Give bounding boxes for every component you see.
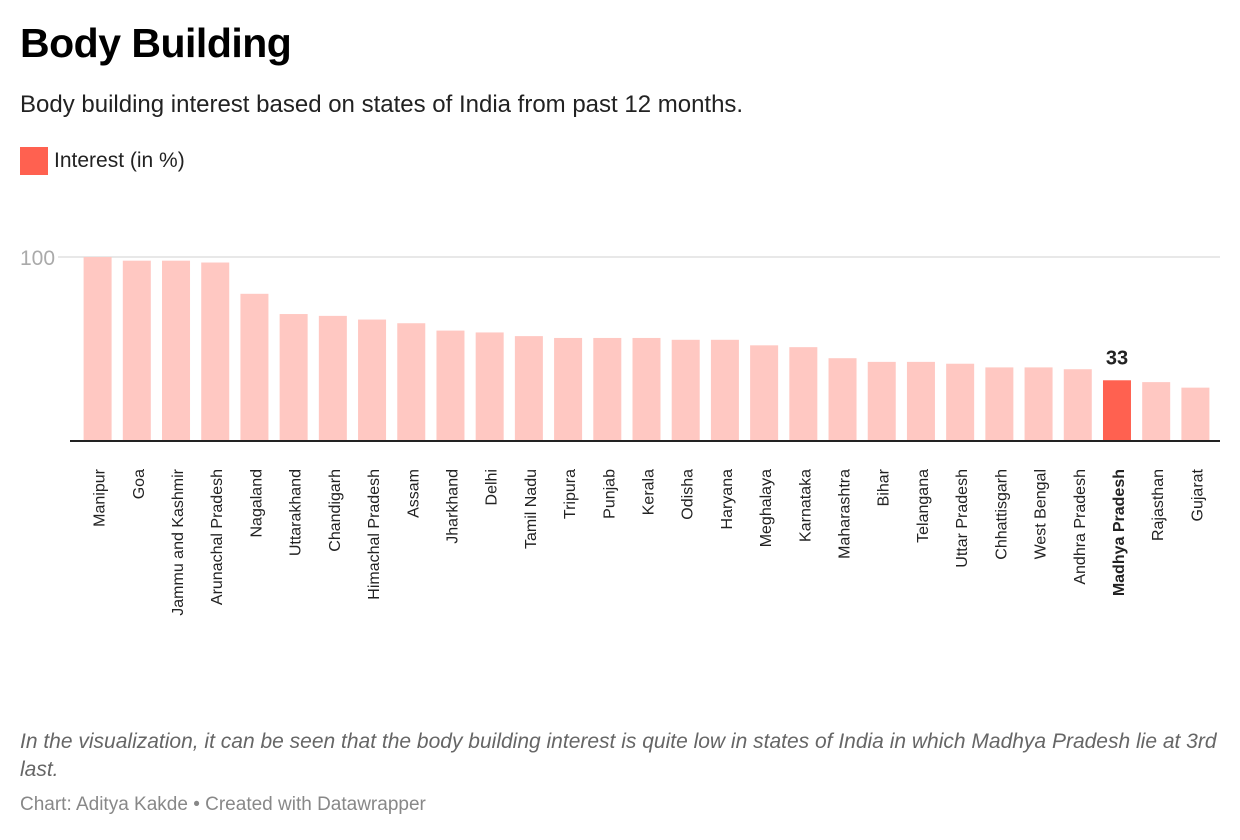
- legend-swatch: [20, 147, 48, 175]
- x-tick-label: Manipur: [92, 468, 109, 526]
- bar: [750, 345, 779, 441]
- bar: [906, 361, 935, 441]
- legend-label: Interest (in %): [54, 149, 185, 172]
- chart-subtitle: Body building interest based on states o…: [20, 91, 744, 118]
- bar: [789, 347, 818, 441]
- x-tick-label: Chhattisgarh: [993, 469, 1010, 560]
- bar: [1024, 367, 1053, 441]
- x-tick-label: Madhya Pradesh: [1111, 469, 1128, 596]
- bar: [593, 337, 622, 441]
- x-tick-label: Maharashtra: [837, 469, 854, 559]
- y-tick-label: 100: [20, 247, 55, 270]
- bar: [162, 260, 191, 441]
- x-tick-label: Andhra Pradesh: [1072, 469, 1089, 585]
- x-tick-label: Tamil Nadu: [523, 469, 540, 549]
- data-label: 33: [1106, 347, 1128, 369]
- x-tick-label: Telangana: [915, 469, 932, 543]
- bar: [475, 332, 504, 441]
- bar: [632, 337, 661, 441]
- chart-title: Body Building: [20, 20, 292, 66]
- x-tick-label: Karnataka: [797, 469, 814, 542]
- bar: [318, 315, 347, 441]
- bar: [201, 262, 230, 441]
- bar: [554, 337, 583, 441]
- x-tick-label: Tripura: [562, 469, 579, 519]
- bar-chart: 100 Manipur Goa Jammu and Kashmir Arunachal …: [20, 247, 1220, 616]
- x-tick-label: Punjab: [601, 469, 618, 519]
- bar: [1142, 382, 1171, 441]
- x-tick-label: Chandigarh: [327, 469, 344, 552]
- x-tick-label: Meghalaya: [758, 469, 775, 547]
- x-tick-label: Uttar Pradesh: [954, 469, 971, 568]
- bar: [436, 330, 465, 441]
- bar: [671, 339, 700, 441]
- bar: [240, 293, 269, 441]
- x-tick-label: Himachal Pradesh: [366, 469, 383, 600]
- bar: [122, 260, 151, 441]
- bar: [514, 336, 543, 441]
- x-tick-label: West Bengal: [1033, 469, 1050, 559]
- bar: [985, 367, 1014, 441]
- x-tick-label: Goa: [131, 469, 148, 499]
- x-tick-label: Uttarakhand: [288, 469, 305, 556]
- x-tick-label: Haryana: [719, 469, 736, 530]
- bar: [946, 363, 975, 441]
- legend: Interest (in %): [20, 147, 185, 175]
- x-tick-label: Odisha: [680, 469, 697, 520]
- x-tick-label: Kerala: [641, 469, 658, 515]
- bar: [867, 361, 896, 441]
- bar: [397, 323, 426, 441]
- bar: [1181, 387, 1210, 441]
- x-tick-label: Gujarat: [1189, 468, 1206, 521]
- x-tick-label: Jharkhand: [444, 469, 461, 544]
- x-tick-label: Assam: [405, 469, 422, 518]
- chart-notes: In the visualization, it can be seen tha…: [20, 730, 1217, 781]
- x-tick-label: Jammu and Kashmir: [170, 468, 187, 615]
- bar: [828, 358, 857, 441]
- chart-byline: Chart: Aditya Kakde • Created with Dataw…: [20, 794, 426, 815]
- bar: [358, 319, 387, 441]
- bar: [83, 257, 112, 441]
- x-tick-label: Rajasthan: [1150, 469, 1167, 541]
- x-tick-label: Delhi: [484, 469, 501, 505]
- bar: [279, 314, 308, 441]
- bar: [1063, 369, 1092, 441]
- x-tick-label: Nagaland: [248, 469, 265, 538]
- bar: [710, 339, 739, 441]
- x-tick-label: Arunachal Pradesh: [209, 469, 226, 605]
- bar: [1102, 380, 1131, 441]
- x-tick-label: Bihar: [876, 468, 893, 506]
